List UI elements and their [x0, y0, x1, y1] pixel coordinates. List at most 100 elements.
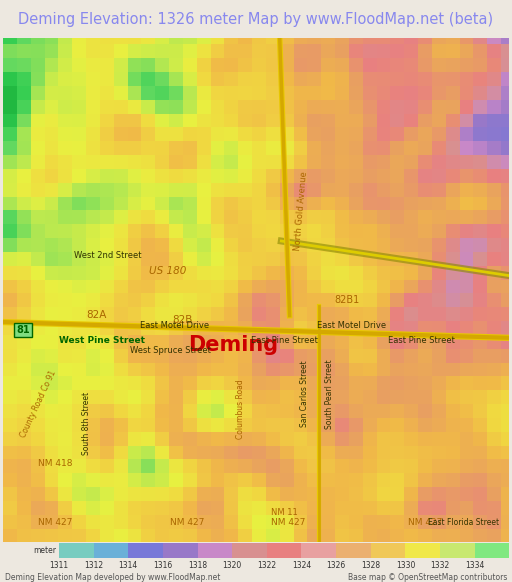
- Bar: [127, 252, 141, 266]
- Bar: [210, 210, 224, 224]
- Bar: [487, 349, 501, 363]
- Text: East Pine Street: East Pine Street: [251, 336, 318, 345]
- Bar: [31, 432, 45, 446]
- Bar: [72, 197, 86, 210]
- Bar: [280, 210, 293, 224]
- Bar: [224, 210, 238, 224]
- Bar: [72, 58, 86, 72]
- Bar: [501, 404, 512, 418]
- Bar: [501, 377, 512, 391]
- Bar: [460, 446, 474, 459]
- Bar: [349, 432, 362, 446]
- Bar: [335, 307, 349, 321]
- Bar: [432, 155, 446, 169]
- Text: 1324: 1324: [292, 561, 311, 570]
- Bar: [474, 293, 487, 307]
- Bar: [114, 30, 127, 44]
- Bar: [432, 169, 446, 183]
- Bar: [155, 210, 169, 224]
- Bar: [280, 377, 293, 391]
- Bar: [321, 72, 335, 86]
- Bar: [127, 349, 141, 363]
- Bar: [321, 266, 335, 279]
- Text: 1311: 1311: [49, 561, 69, 570]
- Bar: [404, 446, 418, 459]
- Bar: [3, 183, 17, 197]
- Bar: [17, 210, 31, 224]
- Bar: [127, 44, 141, 58]
- Bar: [501, 141, 512, 155]
- Bar: [404, 197, 418, 210]
- Bar: [3, 321, 17, 335]
- Bar: [280, 432, 293, 446]
- Bar: [307, 377, 321, 391]
- Bar: [487, 307, 501, 321]
- Bar: [100, 459, 114, 473]
- Bar: [446, 113, 460, 127]
- Bar: [362, 404, 376, 418]
- Bar: [487, 377, 501, 391]
- Bar: [335, 293, 349, 307]
- Bar: [376, 210, 391, 224]
- Bar: [141, 363, 155, 377]
- Bar: [474, 72, 487, 86]
- Bar: [197, 183, 210, 197]
- Bar: [17, 86, 31, 100]
- Text: NM 427: NM 427: [170, 518, 204, 527]
- Bar: [446, 293, 460, 307]
- Bar: [169, 169, 183, 183]
- Bar: [487, 501, 501, 514]
- Bar: [45, 501, 58, 514]
- Bar: [335, 30, 349, 44]
- Bar: [141, 141, 155, 155]
- Bar: [58, 86, 72, 100]
- Bar: [335, 514, 349, 528]
- Bar: [404, 127, 418, 141]
- Bar: [404, 210, 418, 224]
- Bar: [86, 404, 100, 418]
- Bar: [210, 528, 224, 542]
- Bar: [349, 155, 362, 169]
- Bar: [86, 266, 100, 279]
- Bar: [280, 141, 293, 155]
- Bar: [446, 238, 460, 252]
- Bar: [17, 30, 31, 44]
- Bar: [293, 100, 307, 113]
- Bar: [197, 279, 210, 293]
- Bar: [45, 279, 58, 293]
- Bar: [391, 169, 404, 183]
- Bar: [293, 459, 307, 473]
- Bar: [307, 418, 321, 432]
- Bar: [224, 321, 238, 335]
- Bar: [293, 293, 307, 307]
- Bar: [349, 238, 362, 252]
- Text: Base map © OpenStreetMap contributors: Base map © OpenStreetMap contributors: [348, 573, 507, 581]
- Bar: [210, 418, 224, 432]
- Bar: [17, 252, 31, 266]
- Bar: [501, 279, 512, 293]
- Bar: [446, 349, 460, 363]
- Bar: [293, 432, 307, 446]
- Bar: [45, 473, 58, 487]
- Bar: [114, 197, 127, 210]
- Bar: [280, 279, 293, 293]
- Bar: [100, 404, 114, 418]
- Bar: [349, 72, 362, 86]
- Bar: [197, 210, 210, 224]
- Bar: [72, 473, 86, 487]
- Bar: [197, 528, 210, 542]
- Bar: [238, 113, 252, 127]
- Bar: [114, 349, 127, 363]
- Bar: [335, 446, 349, 459]
- Bar: [210, 197, 224, 210]
- Bar: [252, 44, 266, 58]
- Bar: [114, 169, 127, 183]
- Bar: [72, 293, 86, 307]
- Bar: [349, 266, 362, 279]
- Bar: [224, 528, 238, 542]
- Bar: [45, 224, 58, 238]
- Bar: [266, 100, 280, 113]
- Bar: [31, 528, 45, 542]
- Bar: [376, 141, 391, 155]
- Bar: [31, 183, 45, 197]
